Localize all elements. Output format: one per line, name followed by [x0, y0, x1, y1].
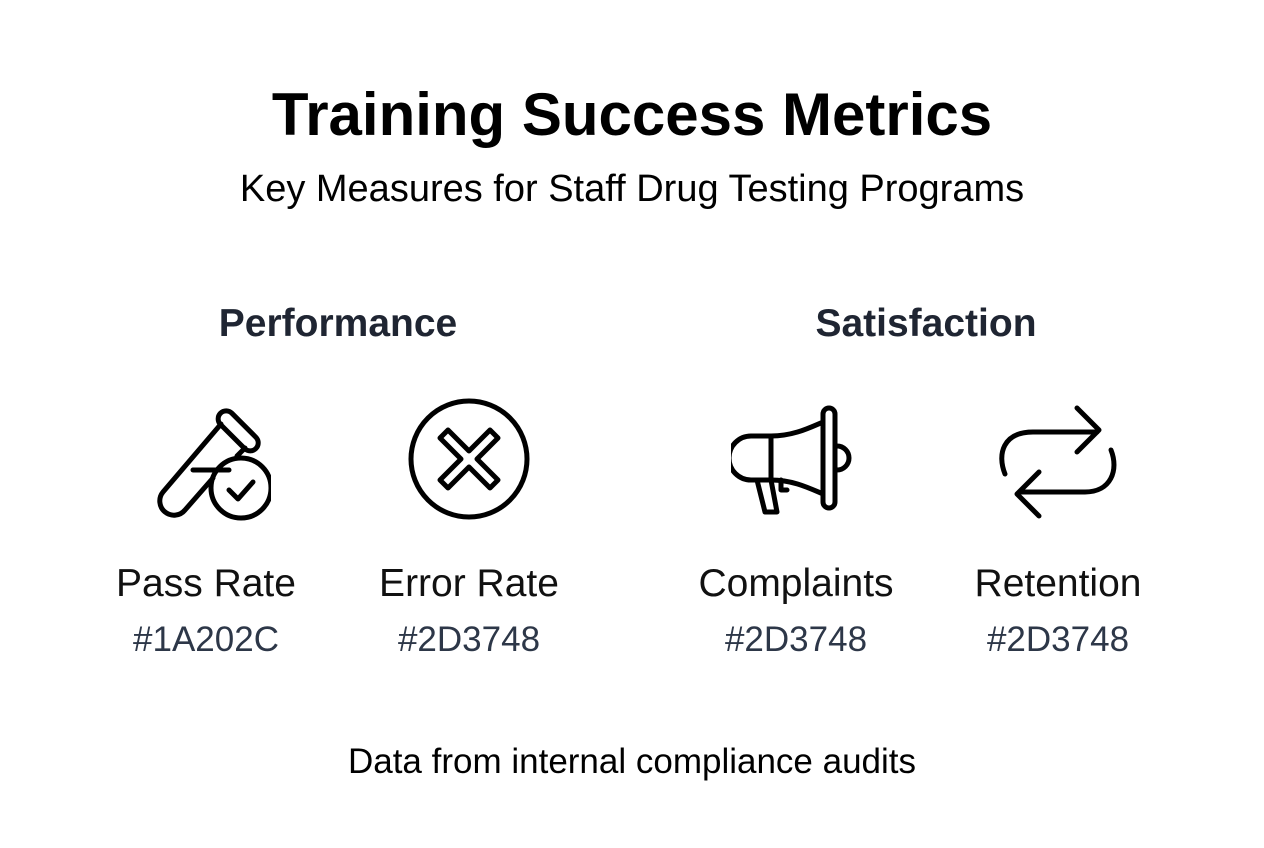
- metric-hex-complaints: #2D3748: [724, 620, 868, 659]
- page-title: Training Success Metrics: [271, 81, 993, 148]
- metric-label-pass-rate: Pass Rate: [116, 562, 296, 605]
- metric-hex-pass-rate: #1A202C: [133, 620, 279, 659]
- section-heading-performance: Performance: [218, 302, 458, 345]
- section-heading-satisfaction: Satisfaction: [815, 302, 1037, 345]
- metric-hex-retention: #2D3748: [986, 620, 1130, 659]
- footer-note: Data from internal compliance audits: [347, 742, 917, 781]
- metric-label-retention: Retention: [974, 562, 1142, 605]
- megaphone-icon: [731, 405, 852, 515]
- metric-hex-error-rate: #2D3748: [397, 620, 541, 659]
- repeat-icon: [999, 405, 1117, 519]
- page-subtitle: Key Measures for Staff Drug Testing Prog…: [239, 168, 1025, 210]
- metric-label-complaints: Complaints: [698, 562, 894, 605]
- circle-x-icon: [408, 398, 530, 520]
- test-tube-check-icon: [157, 408, 271, 521]
- metric-label-error-rate: Error Rate: [379, 562, 559, 605]
